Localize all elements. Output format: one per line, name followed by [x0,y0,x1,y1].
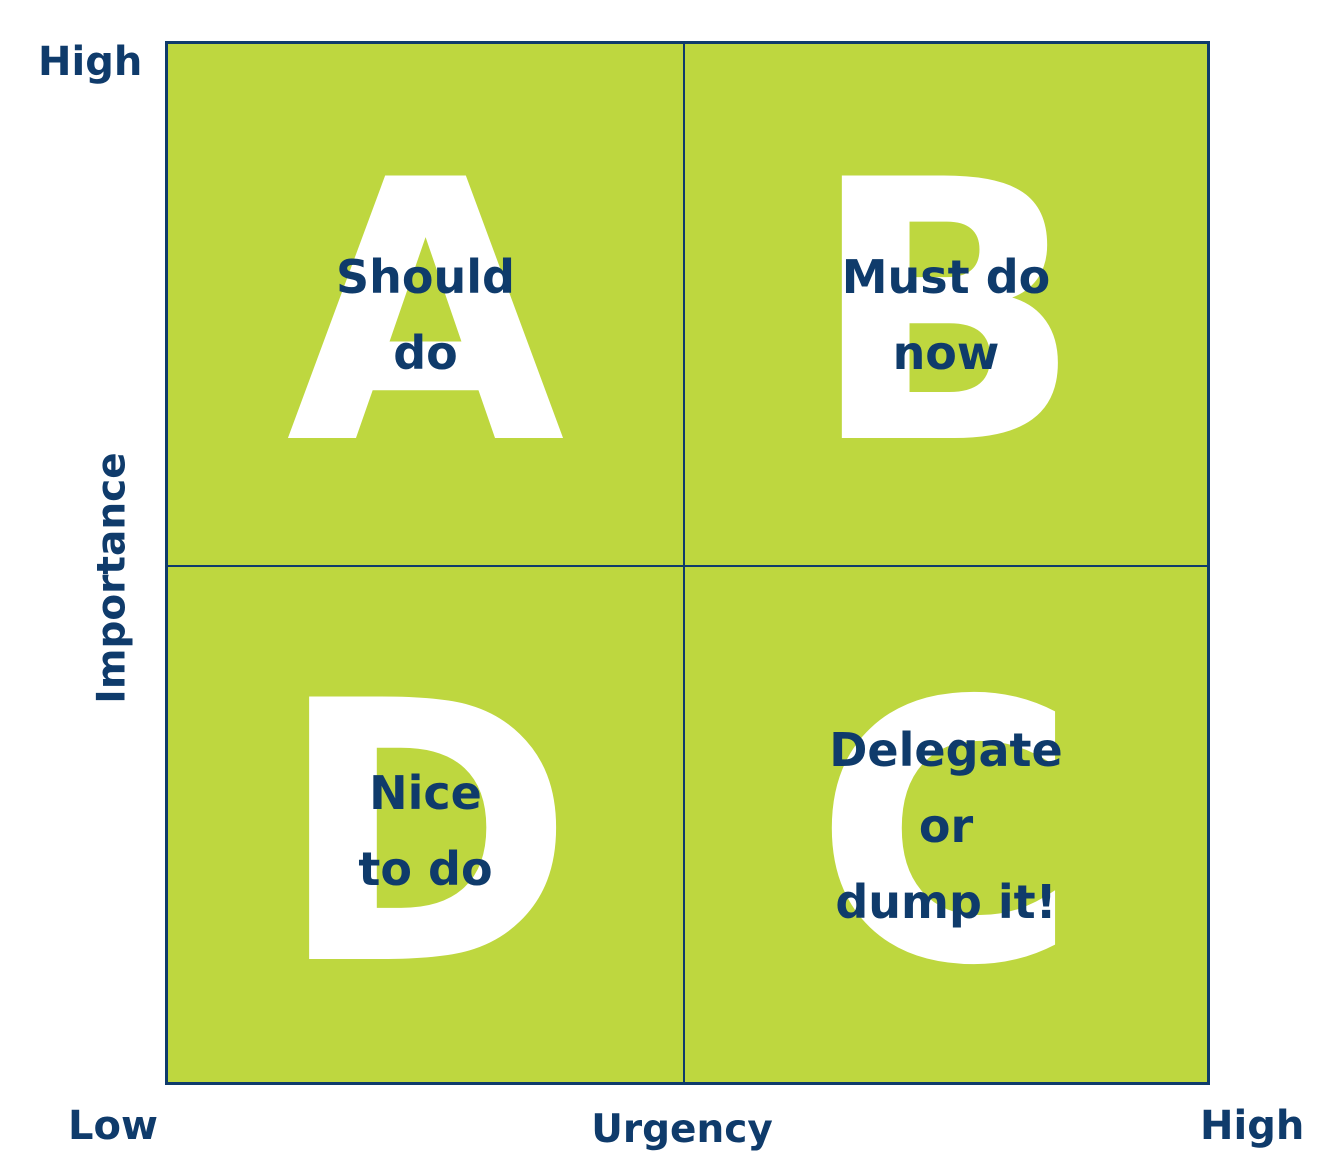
quadrant-c: C Delegate or dump it! [685,567,1207,1082]
x-axis-low-label: Low [68,1103,158,1149]
vertical-divider [683,44,685,1082]
x-axis-title: Urgency [591,1107,773,1152]
x-axis-high-label: High [1200,1103,1305,1149]
y-axis-title: Importance [89,452,135,704]
quadrant-c-letter: C [813,625,1079,1044]
quadrant-a-label-line: do [393,326,458,380]
quadrant-a-letter: A [286,104,565,523]
quadrant-d-label-line: Nice [369,766,482,820]
quadrant-d-letter: D [276,625,575,1044]
quadrant-d-label: Nice to do [168,755,683,907]
y-axis-high-label: High [38,39,143,85]
quadrant-b: B Must do now [685,44,1207,565]
quadrant-c-label-line: dump it! [835,875,1057,929]
quadrant-a-label-line: Should [336,250,515,304]
quadrant-a: A Should do [168,44,683,565]
priority-matrix: A Should do B Must do now D Nice to do C… [165,41,1210,1085]
quadrant-b-letter: B [808,104,1084,523]
quadrant-b-label-line: Must do [841,250,1051,304]
quadrant-c-label-line: or [918,799,974,853]
quadrant-d: D Nice to do [168,567,683,1082]
quadrant-a-label: Should do [168,239,683,391]
quadrant-c-label-line: Delegate [829,723,1063,777]
quadrant-b-label: Must do now [685,239,1207,391]
quadrant-d-label-line: to do [358,842,493,896]
quadrant-b-label-line: now [892,326,1000,380]
horizontal-divider [168,565,1207,567]
quadrant-c-label: Delegate or dump it! [685,712,1207,940]
